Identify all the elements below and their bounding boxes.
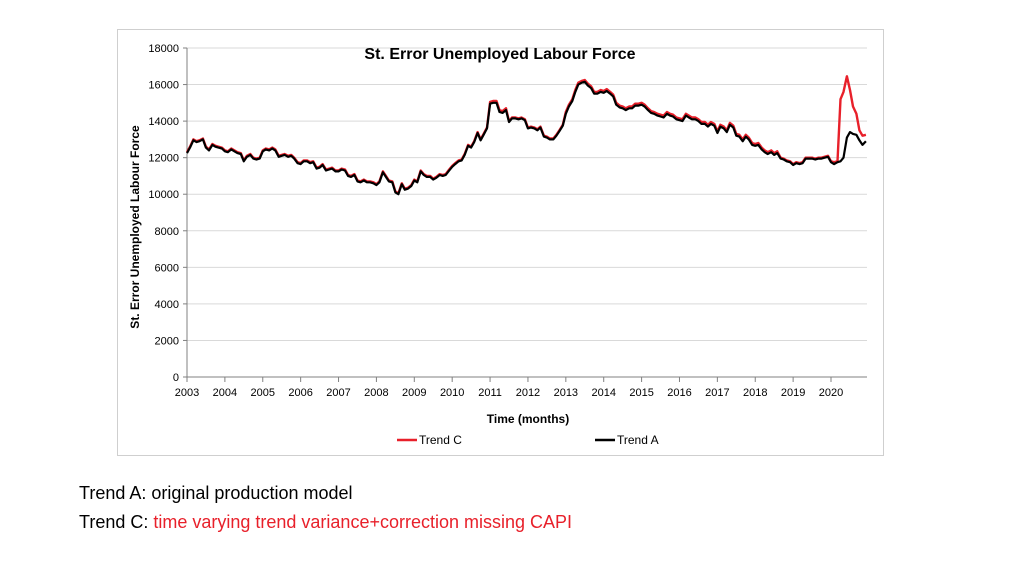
series-lines <box>185 75 867 196</box>
gridlines <box>187 47 867 341</box>
y-axis-title: St. Error Unemployed Labour Force <box>128 125 142 329</box>
x-tick-label: 2014 <box>591 387 615 399</box>
x-tick-label: 2011 <box>478 387 502 399</box>
series-line-trend-c <box>185 75 867 195</box>
x-tick-label: 2013 <box>554 387 578 399</box>
x-tick-label: 2015 <box>629 387 653 399</box>
y-tick-label: 6000 <box>155 262 179 274</box>
caption-trend-c-prefix: Trend C: <box>79 512 154 532</box>
y-tick-label: 10000 <box>148 189 179 201</box>
x-tick-label: 2016 <box>667 387 691 399</box>
y-tick-label: 18000 <box>148 43 179 55</box>
caption-trend-c: Trend C: time varying trend variance+cor… <box>79 512 572 533</box>
x-axis-title: Time (months) <box>487 412 569 426</box>
y-tick-label: 2000 <box>155 335 179 347</box>
x-tick-label: 2010 <box>440 387 464 399</box>
x-tick-label: 2005 <box>251 387 275 399</box>
legend-label: Trend C <box>419 433 462 447</box>
line-chart: 0 2000 4000 6000 8000 10000 12000 14000 16000 180… <box>128 43 867 447</box>
chart-frame: 0 2000 4000 6000 8000 10000 12000 14000 16000 180… <box>117 29 884 456</box>
caption-trend-a: Trend A: original production model <box>79 483 353 503</box>
x-tick-label: 2006 <box>288 387 312 399</box>
legend: Trend C Trend A <box>397 433 659 447</box>
axes: 0 2000 4000 6000 8000 10000 12000 14000 16000 180… <box>148 43 867 399</box>
x-tick-label: 2003 <box>175 387 199 399</box>
x-tick-label: 2012 <box>516 387 540 399</box>
x-tick-label: 2009 <box>402 387 426 399</box>
series-line-trend-a <box>186 80 867 196</box>
y-tick-label: 16000 <box>148 80 179 92</box>
caption-trend-c-text: time varying trend variance+correction m… <box>153 512 573 532</box>
x-tick-label: 2007 <box>326 387 350 399</box>
x-tick-label: 2018 <box>743 387 767 399</box>
y-tick-label: 12000 <box>148 153 179 165</box>
x-tick-label: 2008 <box>364 387 388 399</box>
legend-label: Trend A <box>617 433 659 447</box>
y-tick-label: 8000 <box>155 226 179 238</box>
x-tick-label: 2017 <box>705 387 729 399</box>
chart-title: St. Error Unemployed Labour Force <box>364 46 635 63</box>
x-tick-label: 2004 <box>213 387 237 399</box>
y-tick-label: 0 <box>173 372 179 384</box>
y-tick-label: 14000 <box>148 116 179 128</box>
x-tick-label: 2019 <box>781 387 805 399</box>
x-tick-label: 2020 <box>819 387 843 399</box>
y-tick-label: 4000 <box>155 299 179 311</box>
